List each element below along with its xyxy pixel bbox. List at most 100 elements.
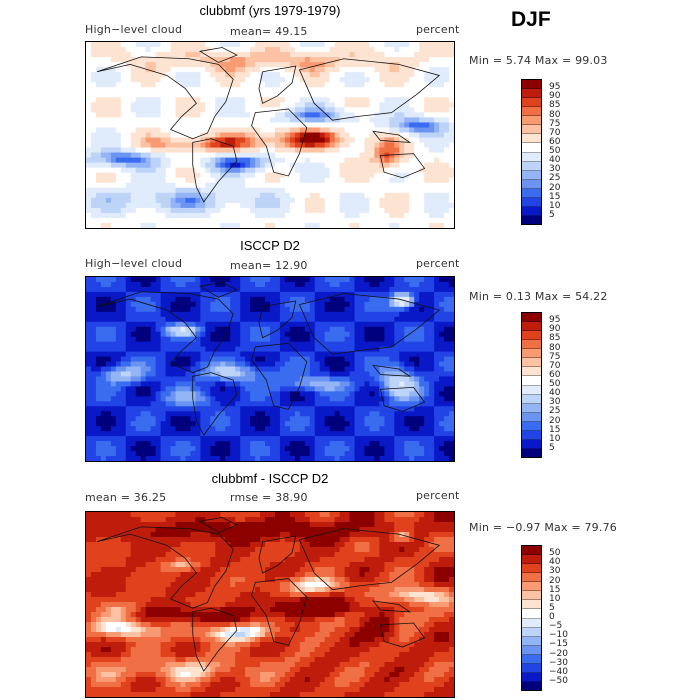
field-cell [279, 291, 286, 298]
field-cell [205, 182, 211, 189]
field-cell [130, 202, 137, 209]
field-cell [210, 356, 216, 363]
field-cell [289, 296, 296, 303]
field-cell [319, 391, 326, 397]
field-cell [100, 202, 107, 209]
field-cell [115, 386, 122, 392]
field-cell [409, 396, 415, 402]
field-cell [250, 366, 256, 373]
field-cell [105, 192, 112, 199]
field-cell [235, 326, 241, 333]
field-cell [359, 311, 366, 318]
field-cell [364, 306, 371, 313]
field-cell [309, 386, 316, 392]
field-cell [270, 366, 276, 373]
field-cell [145, 167, 152, 174]
field-cell [105, 207, 112, 214]
field-cell [220, 406, 226, 412]
field-cell [110, 401, 117, 407]
field-cell [394, 286, 400, 293]
field-cell [265, 326, 271, 333]
field-cell [90, 192, 97, 199]
field-cell [329, 326, 336, 333]
field-cell [120, 222, 127, 228]
field-cell [374, 386, 381, 392]
field-cell [294, 306, 301, 313]
field-cell [439, 127, 445, 134]
field-cell [429, 127, 435, 134]
field-cell [409, 87, 415, 93]
field-cell [90, 87, 97, 93]
field-cell [185, 291, 192, 298]
field-cell [389, 281, 395, 288]
field-cell [404, 187, 410, 194]
field-cell [289, 112, 296, 119]
field-cell [265, 331, 271, 338]
field-cell [125, 217, 132, 224]
field-cell [394, 42, 400, 48]
field-cell [449, 391, 454, 397]
field-cell [195, 217, 201, 224]
field-cell [409, 92, 415, 98]
field-cell [165, 132, 172, 139]
field-cell [100, 416, 107, 422]
field-cell [175, 391, 182, 397]
field-cell [135, 152, 142, 159]
field-cell [309, 207, 316, 214]
field-cell [195, 57, 201, 63]
field-cell [150, 336, 157, 343]
field-cell [399, 346, 405, 353]
field-cell [389, 97, 395, 103]
field-cell [349, 222, 356, 228]
field-cell [439, 97, 445, 103]
field-cell [150, 277, 157, 283]
field-cell [409, 381, 415, 388]
field-cell [334, 286, 341, 293]
field-cell [434, 296, 440, 303]
field-cell [274, 277, 281, 283]
field-cell [255, 152, 261, 159]
field-cell [245, 217, 251, 224]
field-cell [145, 157, 152, 164]
field-cell [339, 391, 346, 397]
field-cell [250, 52, 256, 58]
field-cell [364, 202, 371, 209]
field-cell [349, 152, 356, 159]
field-cell [369, 77, 376, 83]
field-cell [294, 416, 301, 422]
field-cell [299, 192, 306, 199]
field-cell [394, 172, 400, 179]
field-cell [250, 187, 256, 194]
field-cell [265, 386, 271, 392]
field-cell [279, 122, 286, 129]
field-cell [225, 147, 231, 154]
field-cell [344, 306, 351, 313]
field-cell [105, 351, 112, 358]
field-cell [165, 82, 172, 88]
field-cell [424, 157, 430, 164]
field-cell [255, 371, 261, 378]
field-cell [160, 42, 167, 48]
field-cell [324, 62, 331, 68]
field-cell [210, 172, 216, 179]
field-cell [334, 47, 341, 53]
field-cell [319, 351, 326, 358]
field-cell [270, 217, 276, 224]
field-cell [409, 217, 415, 224]
field-cell [245, 361, 251, 368]
field-cell [155, 107, 162, 113]
field-cell [434, 62, 440, 68]
field-cell [444, 162, 450, 169]
field-cell [304, 57, 311, 63]
field-cell [215, 87, 221, 93]
field-cell [404, 286, 410, 293]
field-cell [409, 371, 415, 378]
field-cell [284, 177, 291, 184]
field-cell [289, 102, 296, 108]
field-cell [220, 222, 226, 228]
field-cell [429, 77, 435, 83]
field-cell [270, 296, 276, 303]
field-cell [130, 376, 137, 383]
field-cell [195, 336, 201, 343]
field-cell [289, 421, 296, 427]
